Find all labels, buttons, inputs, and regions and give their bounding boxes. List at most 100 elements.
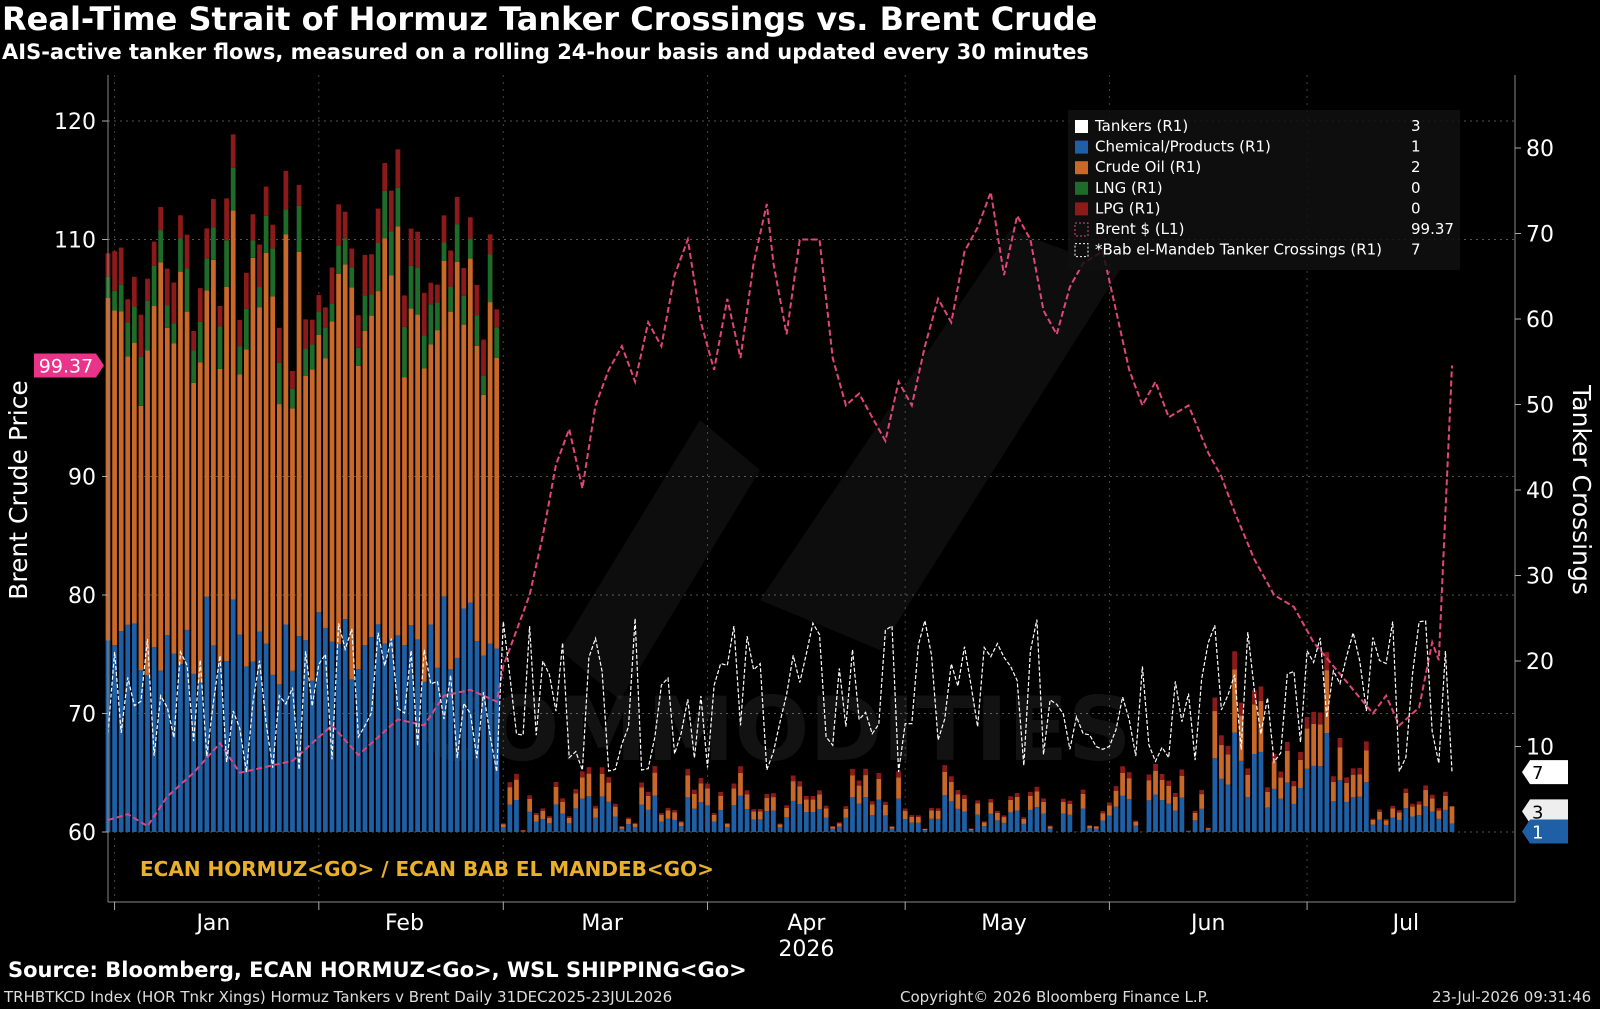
bar-segment [1278, 798, 1284, 832]
bar-segment [1298, 759, 1303, 788]
bar-segment [303, 375, 309, 641]
bar-segment [342, 238, 348, 265]
bar-segment [250, 661, 256, 832]
bar-segment [408, 625, 414, 832]
bar-segment [276, 327, 282, 363]
bar-segment [1166, 803, 1172, 832]
bar-segment [270, 248, 276, 297]
bar-segment [481, 375, 486, 395]
bar-segment [652, 766, 658, 773]
bar-segment [790, 781, 796, 801]
bar-segment [1423, 790, 1429, 807]
bar-segment [237, 634, 243, 832]
bar-segment [1337, 780, 1343, 832]
bar-segment [1133, 821, 1139, 826]
bar-segment [1377, 809, 1382, 812]
bar-segment [125, 356, 131, 625]
bar-segment [856, 803, 862, 832]
bar-segment [369, 636, 374, 832]
bar-segment [856, 785, 862, 804]
bar-segment [204, 228, 210, 259]
bar-segment [211, 198, 216, 228]
bar-segment [1245, 774, 1251, 798]
bar-segment [375, 243, 381, 292]
bar-segment [830, 828, 836, 832]
bar-segment [1370, 824, 1376, 832]
bar-segment [1298, 751, 1303, 760]
bar-segment [329, 267, 335, 304]
bar-segment [929, 807, 934, 811]
bar-segment [1219, 745, 1224, 779]
bar-segment [395, 187, 401, 227]
bar-segment [902, 819, 908, 832]
bar-segment [388, 275, 394, 640]
bar-segment [487, 254, 493, 303]
bar-segment [883, 815, 888, 832]
line-series [107, 188, 1453, 828]
bar-segment [896, 798, 901, 832]
bar-segment [1357, 774, 1363, 797]
bar-segment [863, 797, 869, 832]
bar-segment [230, 167, 236, 211]
bab-el-mandeb-line [107, 618, 1453, 773]
bar-segment [118, 284, 124, 312]
bar-segment [553, 786, 559, 805]
bar-segment [270, 296, 276, 675]
bar-segment [1403, 788, 1409, 793]
bar-segment [1304, 768, 1310, 832]
bar-segment [1067, 803, 1073, 815]
bar-segment [1008, 796, 1013, 800]
bar-segment [1258, 701, 1264, 752]
bar-segment [402, 326, 407, 378]
bar-segment [514, 799, 519, 832]
bar-segment [632, 822, 638, 824]
bar-segment [257, 287, 262, 308]
bar-segment [948, 776, 954, 782]
bar-segment [685, 775, 691, 798]
bar-segment [1100, 813, 1106, 821]
bar-segment [125, 299, 131, 323]
bar-segment [1377, 819, 1382, 832]
bar-segment [1186, 831, 1191, 832]
bar-segment [573, 808, 579, 832]
bar-segment [731, 788, 737, 806]
bar-segment [290, 670, 295, 832]
bar-segment [902, 810, 908, 820]
bar-segment [691, 793, 697, 809]
bar-segment [243, 272, 249, 309]
bar-segment [145, 675, 150, 832]
bar-segment [606, 777, 612, 783]
bar-segment [632, 826, 638, 832]
tankers-badge [1522, 799, 1568, 824]
bar-segment [342, 264, 348, 620]
bar-segment [883, 804, 888, 816]
bar-segment [309, 369, 315, 681]
bar-segment [777, 823, 783, 825]
bar-segment [1212, 697, 1218, 712]
bar-segment [296, 205, 302, 252]
bar-segment [830, 826, 836, 829]
bar-segment [738, 766, 743, 773]
bar-segment [1192, 820, 1198, 832]
bar-segment [1337, 737, 1343, 748]
bar-segment [454, 657, 460, 832]
bar-segment [1179, 769, 1185, 776]
bar-segment [1429, 811, 1435, 832]
bar-segment [817, 794, 822, 810]
bar-segment [421, 681, 427, 832]
bar-segment [323, 327, 328, 359]
bar-segment [164, 327, 170, 636]
bar-segment [547, 823, 552, 832]
bar-segment [151, 306, 157, 648]
bar-segment [619, 826, 625, 829]
bar-segment [691, 808, 697, 832]
right-axis-title: Tanker Crossings [1567, 384, 1596, 595]
bar-segment [757, 819, 763, 832]
bar-segment [711, 814, 717, 822]
bar-segment [705, 805, 710, 832]
bar-segment [441, 242, 447, 261]
bar-segment [290, 370, 295, 389]
bar-segment [224, 198, 229, 241]
bar-segment [1416, 804, 1422, 816]
bar-segment [1443, 795, 1448, 810]
